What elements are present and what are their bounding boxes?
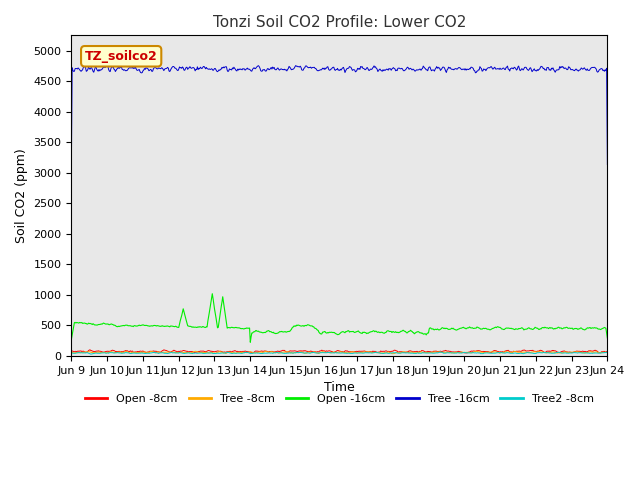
X-axis label: Time: Time (324, 381, 355, 394)
Title: Tonzi Soil CO2 Profile: Lower CO2: Tonzi Soil CO2 Profile: Lower CO2 (212, 15, 466, 30)
Legend: Open -8cm, Tree -8cm, Open -16cm, Tree -16cm, Tree2 -8cm: Open -8cm, Tree -8cm, Open -16cm, Tree -… (81, 389, 598, 408)
Text: TZ_soilco2: TZ_soilco2 (85, 50, 157, 63)
Y-axis label: Soil CO2 (ppm): Soil CO2 (ppm) (15, 148, 28, 243)
